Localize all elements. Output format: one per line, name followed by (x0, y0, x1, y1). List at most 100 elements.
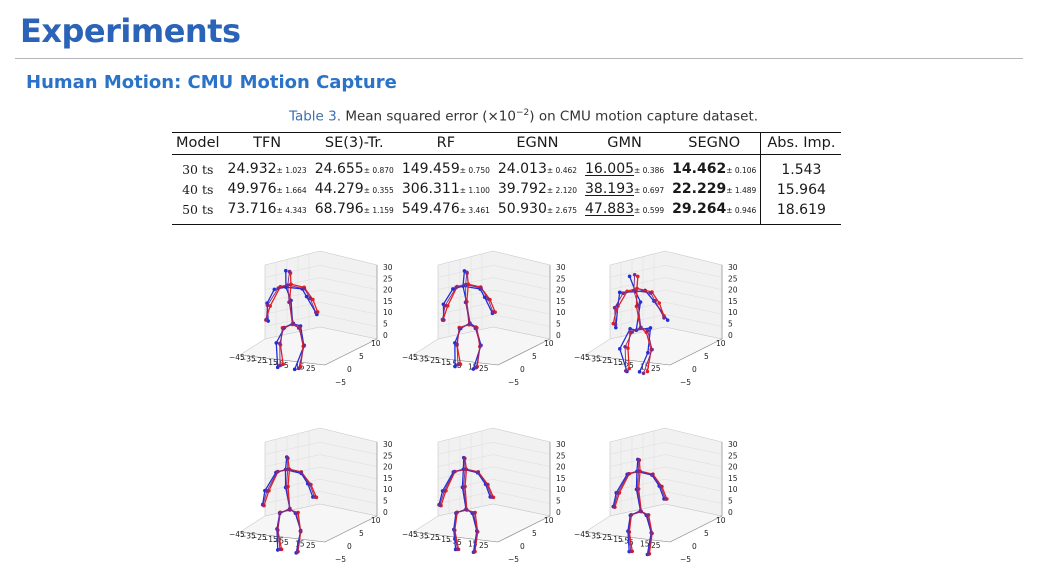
z-tick-label: 20 (556, 463, 566, 472)
skeleton-joint (453, 364, 457, 369)
skeleton-bone (303, 288, 311, 299)
skeleton-bone (654, 300, 665, 319)
skeleton-joint (452, 528, 457, 532)
skeleton-bone (277, 529, 281, 550)
header-model: Model (172, 132, 224, 155)
z-tick-label: 20 (556, 286, 566, 295)
skeleton-joint (275, 469, 280, 474)
table-row: 40 ts 49.976± 1.664 44.279± 0.355 306.31… (172, 180, 842, 200)
skeleton-bone (630, 510, 642, 516)
y-tick-label: 0 (347, 542, 352, 551)
skeleton-bone (464, 485, 468, 511)
x-tick-label: −45 (229, 353, 245, 362)
skeleton-bone (461, 468, 465, 488)
z-tick-label: 5 (383, 497, 388, 506)
y-tick-label: 10 (716, 516, 726, 525)
z-tick-label: 20 (728, 463, 738, 472)
grid-line (492, 478, 551, 492)
header-rf: RF (397, 132, 494, 155)
cell-std: ± 0.599 (634, 206, 665, 215)
x-tick-label: −15 (607, 535, 623, 544)
y-axis-line (497, 515, 551, 543)
grid-line (609, 442, 666, 455)
skeleton-bone (618, 472, 630, 494)
y-tick-label: 0 (347, 365, 352, 374)
header-egnn: EGNN (493, 132, 582, 155)
x-tick-label: −25 (251, 533, 267, 542)
header-segno: SEGNO (668, 132, 761, 155)
skeleton-bone (628, 514, 632, 533)
back-pane (264, 427, 378, 517)
skeleton-joint (287, 300, 291, 304)
skeleton-bone (624, 346, 627, 372)
x-tick-label: −25 (596, 356, 612, 365)
skeleton-bone (279, 328, 284, 344)
skeleton-bone (287, 468, 302, 473)
y-tick-label: 5 (532, 352, 537, 361)
row-model-label: 50 ts (172, 200, 224, 225)
skeleton-joint (628, 326, 632, 331)
skeleton-joint (464, 507, 469, 512)
overlap-skeleton (440, 270, 495, 370)
grid-line (437, 442, 494, 455)
skeleton-joint (612, 505, 616, 509)
z-tick-label: 10 (728, 485, 738, 494)
x-tick-label: −15 (435, 535, 451, 544)
table-cell-second-best: 38.193± 0.697 (581, 180, 668, 200)
row-model-label: 40 ts (182, 182, 214, 197)
skeleton-bone (283, 322, 294, 330)
y-tick-label: 5 (704, 352, 709, 361)
z-tick-label: 25 (728, 451, 738, 460)
skeleton-bone (454, 511, 458, 531)
x-tick-label: −25 (424, 533, 440, 542)
x-tick-label: −45 (402, 530, 418, 539)
skeleton-joint (635, 286, 639, 291)
predicted-skeleton (613, 458, 669, 556)
x-tick-label: −35 (413, 355, 429, 364)
skeleton-joint (272, 287, 277, 292)
skeleton-joint (455, 547, 460, 552)
skeleton-joint (627, 366, 632, 371)
skeleton-joint (658, 484, 663, 489)
z-tick-label: 15 (383, 297, 393, 306)
skeleton-bone (464, 468, 468, 488)
skeleton-bone (287, 468, 291, 488)
skeleton-bone (463, 457, 466, 470)
x-tick-label: 15 (295, 540, 305, 549)
x-tick-label: 15 (468, 363, 478, 372)
table-cell: 73.716± 4.343 (223, 200, 311, 225)
skeleton-bone (288, 301, 294, 324)
skeleton-bone (627, 347, 630, 370)
skeleton-joint (637, 370, 642, 374)
skeleton-bone (484, 296, 494, 314)
z-tick-label: 25 (383, 451, 393, 460)
skeleton-bone (638, 459, 641, 472)
z-tick-label: 30 (556, 440, 566, 449)
title-divider (15, 58, 1023, 59)
table-cell-best: 14.462± 0.106 (668, 155, 761, 181)
skeleton-joint (455, 342, 459, 346)
x-tick-label: 25 (306, 364, 316, 373)
skeleton-joint (454, 285, 458, 290)
skeleton-bone (635, 305, 642, 329)
skeleton-joint (617, 290, 622, 295)
skeleton-bone (628, 531, 633, 552)
skeleton-joint (277, 341, 282, 346)
grid-line (319, 454, 378, 467)
back-pane (264, 250, 378, 340)
skeleton-bone (438, 490, 444, 506)
skeleton-bone (651, 474, 660, 487)
grid-line (319, 265, 378, 278)
skeleton-bone (614, 492, 621, 508)
grid-line (492, 289, 551, 303)
skeleton-bone (443, 471, 455, 492)
grid-line (664, 478, 723, 492)
skeleton-bone (615, 473, 628, 494)
skeleton-bone (466, 283, 469, 303)
skeleton-joint (298, 529, 303, 533)
skeleton-bone (288, 283, 292, 303)
skeleton-bone (651, 291, 660, 304)
skeleton-joint (478, 343, 483, 348)
skeleton-joint (648, 326, 653, 330)
